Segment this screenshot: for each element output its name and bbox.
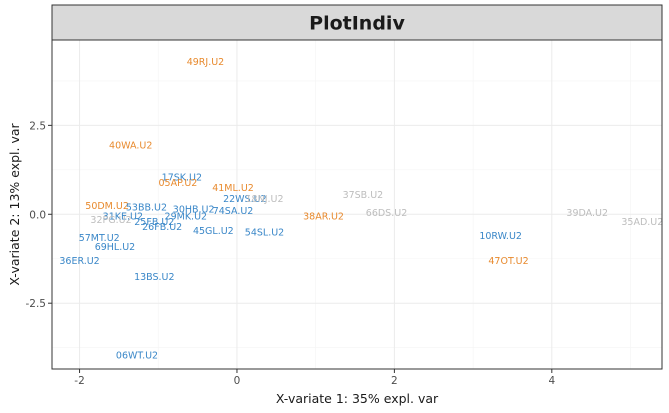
point-label: 47OT.U2 <box>488 256 528 267</box>
point-label: 53BB.U2 <box>126 203 167 214</box>
y-tick-label: 2.5 <box>29 120 46 132</box>
point-label: 74SA.U2 <box>213 206 254 217</box>
x-tick-label: -2 <box>74 375 84 387</box>
point-label: 18NJ.U2 <box>246 194 284 205</box>
point-label: 05AP.U2 <box>159 178 198 189</box>
point-label: 29MK.U2 <box>165 212 208 223</box>
point-label: 17SK.U2 <box>162 172 202 183</box>
point-label: 40WA.U2 <box>109 140 152 151</box>
point-label: 66DS.U2 <box>366 208 407 219</box>
point-label: 38AR.U2 <box>303 212 344 223</box>
point-label: 10RW.U2 <box>479 231 522 242</box>
point-label: 35AD.U2 <box>621 217 663 228</box>
point-label: 37SB.U2 <box>343 190 384 201</box>
point-label: 49RJ.U2 <box>187 57 225 68</box>
point-label: 25FB.U2 <box>134 217 174 228</box>
point-label: 13BS.U2 <box>134 272 175 283</box>
point-label: 06WT.U2 <box>116 350 158 361</box>
axes: -2 0 2 4 -2.5 0.0 2.5 X-variate 1: 35% expl. va… <box>7 39 663 406</box>
chart-title: PlotIndiv <box>309 13 405 35</box>
point-label: 69HL.U2 <box>95 242 136 253</box>
point-label: 36ER.U2 <box>59 256 99 267</box>
point-label: 22WS.U2 <box>223 194 267 205</box>
point-label: 30HB.U2 <box>173 204 215 215</box>
x-tick-label: 2 <box>391 375 398 387</box>
point-label: 39DA.U2 <box>566 208 608 219</box>
y-axis-title: X-variate 2: 13% expl. var <box>7 122 22 285</box>
point-label: 26FB.U2 <box>142 222 182 233</box>
panel-background <box>52 40 662 369</box>
plot-panel <box>52 40 662 369</box>
title-strip-background <box>51 4 663 41</box>
point-label: 31KE.U2 <box>103 212 143 223</box>
x-tick-label: 4 <box>548 375 555 387</box>
x-axis-title: X-variate 1: 35% expl. var <box>276 391 439 406</box>
x-tick-label: 0 <box>234 375 241 387</box>
y-tick-label: 0.0 <box>29 209 46 221</box>
point-label: 32PG.U2 <box>90 215 131 226</box>
point-label: 54SL.U2 <box>245 228 284 239</box>
title-strip: PlotIndiv <box>51 4 663 41</box>
point-label: 45GL.U2 <box>193 226 234 237</box>
y-tick-label: -2.5 <box>26 298 47 310</box>
point-label: 57MT.U2 <box>79 233 120 244</box>
point-label: 50DM.U2 <box>85 201 129 212</box>
point-label: 41ML.U2 <box>212 183 254 194</box>
panel-border <box>51 39 663 370</box>
